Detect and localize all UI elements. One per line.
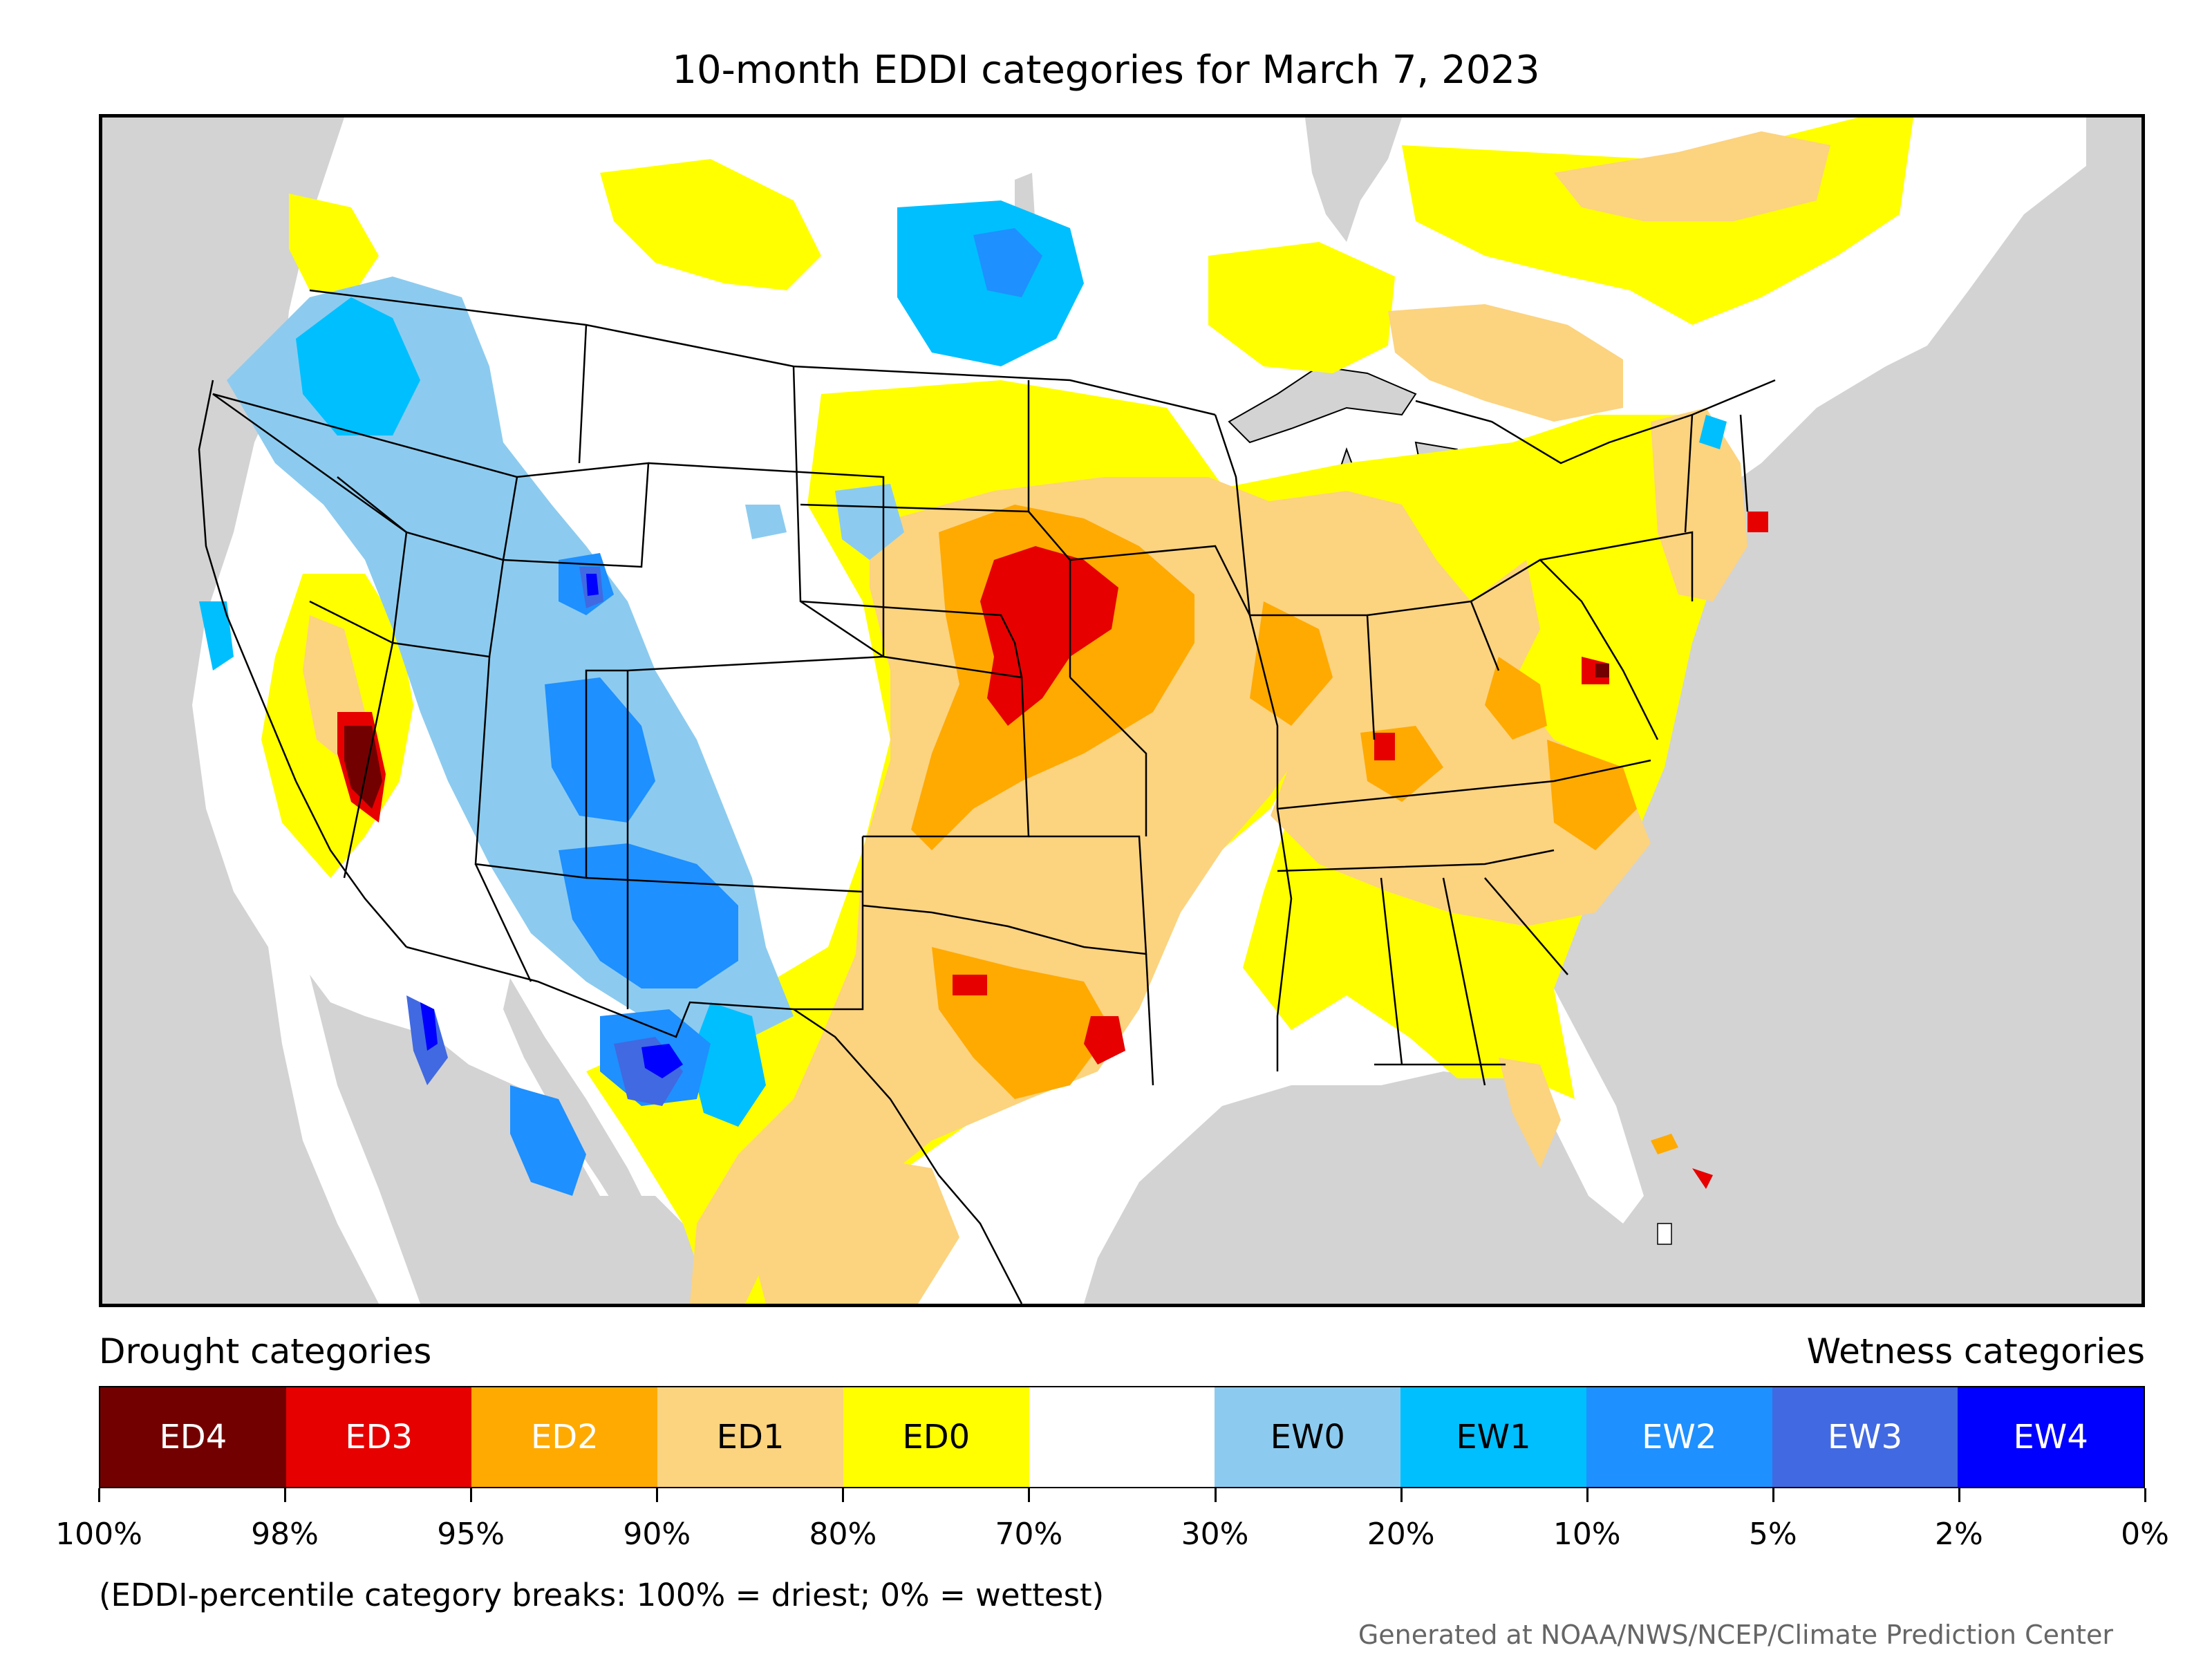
colorbar-tick xyxy=(2144,1488,2146,1502)
legend-swatch-ew1: EW1 xyxy=(1400,1387,1586,1487)
colorbar-tick-label: 95% xyxy=(437,1517,505,1552)
legend-swatch-ew0: EW0 xyxy=(1215,1387,1401,1487)
colorbar-tick-label: 20% xyxy=(1367,1517,1435,1552)
map-title: 10-month EDDI categories for March 7, 20… xyxy=(672,48,1540,93)
colorbar-tick-label: 90% xyxy=(623,1517,691,1552)
colorbar-tick-label: 98% xyxy=(251,1517,319,1552)
colorbar-tick-label: 80% xyxy=(809,1517,877,1552)
colorbar-tick xyxy=(284,1488,287,1502)
legend-swatch-ew3: EW3 xyxy=(1772,1387,1958,1487)
category-colorbar: ED4 ED3 ED2 ED1 ED0 EW0 EW1 EW2 EW3 EW4 xyxy=(99,1386,2145,1488)
atlantic-north xyxy=(1651,118,2141,1304)
legend-swatch-ed4: ED4 xyxy=(100,1387,286,1487)
colorbar-tick-label: 10% xyxy=(1553,1517,1621,1552)
ew4-regions xyxy=(420,574,683,1078)
gulf-of-california xyxy=(503,978,655,1237)
caribbean-islands xyxy=(1651,1134,1713,1245)
legend-swatch-ew2: EW2 xyxy=(1586,1387,1772,1487)
credit-line: Generated at NOAA/NWS/NCEP/Climate Predi… xyxy=(1358,1620,2113,1650)
colorbar-tick-label: 5% xyxy=(1748,1517,1797,1552)
legend-swatch-normal xyxy=(1029,1387,1215,1487)
hudson-bay xyxy=(1305,118,1402,242)
political-borders xyxy=(198,289,1776,1304)
colorbar-ticks xyxy=(98,1488,2146,1503)
colorbar-tick xyxy=(656,1488,659,1502)
eddi-map xyxy=(99,114,2145,1307)
colorbar-tick xyxy=(1772,1488,1774,1502)
colorbar-tick xyxy=(1028,1488,1031,1502)
wetness-categories-heading: Wetness categories xyxy=(1806,1331,2145,1371)
colorbar-tick-label: 30% xyxy=(1181,1517,1249,1552)
colorbar-tick-label: 0% xyxy=(2121,1517,2169,1552)
colorbar-tick xyxy=(1958,1488,1960,1502)
map-canvas xyxy=(102,118,2141,1304)
lake-superior xyxy=(1228,365,1417,444)
colorbar-tick-label: 2% xyxy=(1935,1517,1983,1552)
legend-swatch-ed3: ED3 xyxy=(285,1387,472,1487)
ed4-regions xyxy=(344,664,1609,809)
colorbar-tick xyxy=(98,1488,100,1502)
legend-swatch-ew4: EW4 xyxy=(1958,1387,2144,1487)
legend-swatch-ed2: ED2 xyxy=(471,1387,658,1487)
category-breaks-note: (EDDI-percentile category breaks: 100% =… xyxy=(99,1577,1105,1613)
colorbar-tick xyxy=(1586,1488,1588,1502)
colorbar-tick-label: 100% xyxy=(55,1517,142,1552)
colorbar-tick xyxy=(470,1488,473,1502)
legend-swatch-ed1: ED1 xyxy=(657,1387,843,1487)
colorbar-tick-label: 70% xyxy=(995,1517,1063,1552)
ed1-regions xyxy=(303,131,1830,1304)
drought-categories-heading: Drought categories xyxy=(99,1331,432,1371)
colorbar-tick xyxy=(842,1488,845,1502)
legend-swatch-ed0: ED0 xyxy=(843,1387,1029,1487)
colorbar-tick xyxy=(1400,1488,1403,1502)
colorbar-tick xyxy=(1214,1488,1217,1502)
